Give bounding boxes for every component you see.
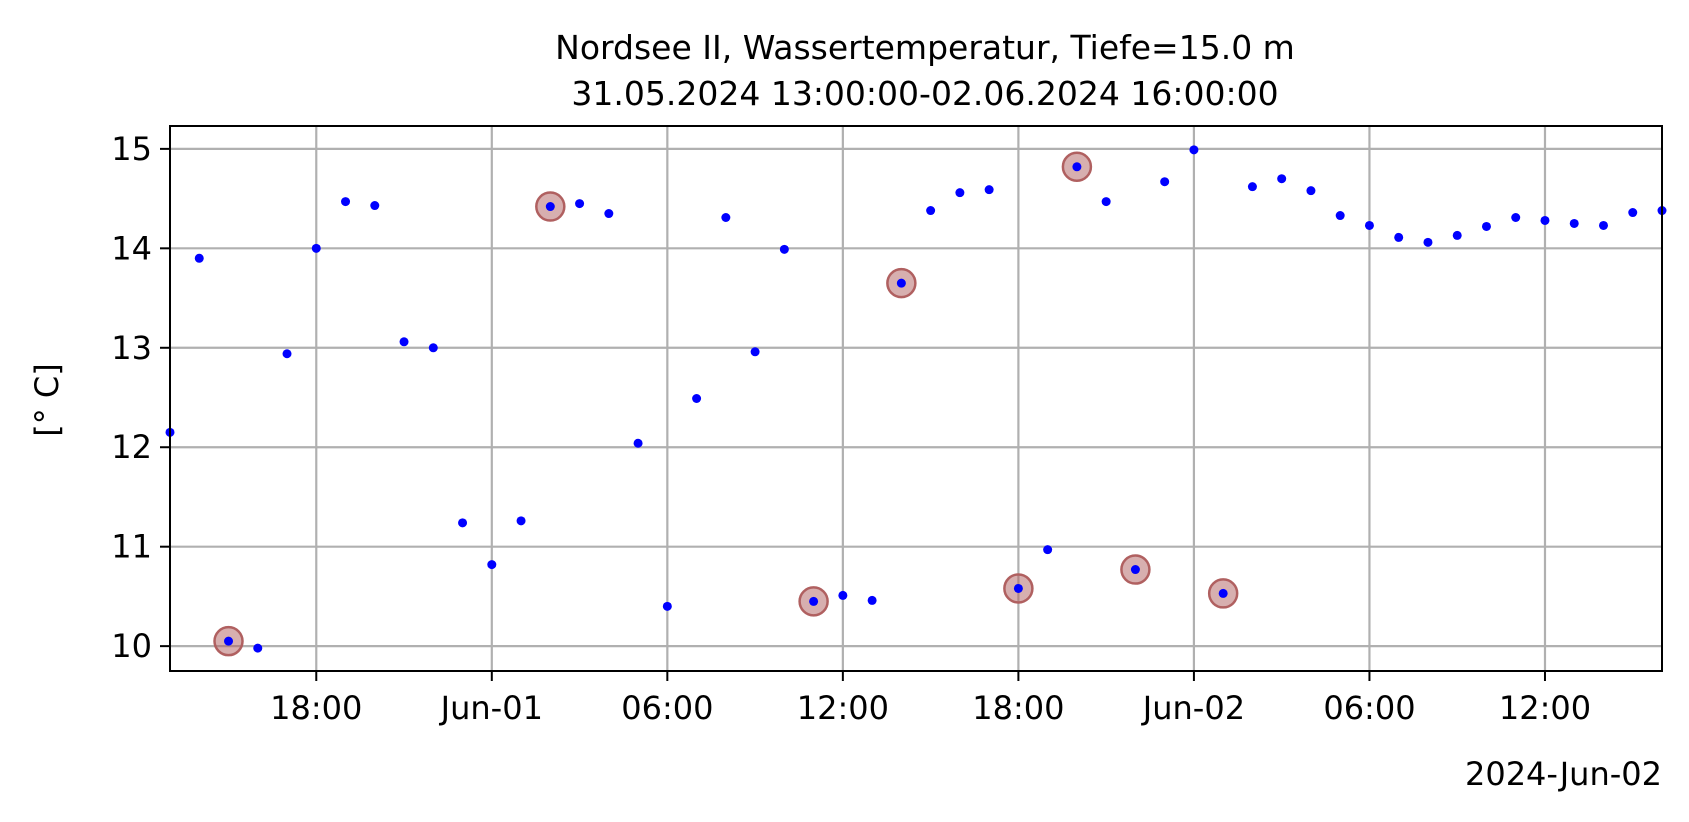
y-axis-label: [° C] xyxy=(28,363,66,436)
data-point xyxy=(1569,218,1579,228)
data-point xyxy=(779,244,789,254)
data-point xyxy=(1423,237,1433,247)
data-point xyxy=(809,596,819,606)
data-point xyxy=(1072,162,1082,172)
data-point xyxy=(662,601,672,611)
data-point xyxy=(1628,208,1638,218)
data-point xyxy=(1364,220,1374,230)
data-point xyxy=(926,206,936,216)
data-point xyxy=(1218,588,1228,598)
x-axis-ticks: 18:00 Jun-01 06:00 12:00 18:00 Jun-02 06:00 12:… xyxy=(270,671,1591,727)
x-tick-label: 18:00 xyxy=(270,689,362,727)
data-point xyxy=(955,188,965,198)
chart-subtitle: 31.05.2024 13:00:00-02.06.2024 16:00:00 xyxy=(571,74,1278,113)
data-point xyxy=(1130,565,1140,575)
grid-lines xyxy=(170,126,1662,671)
data-point xyxy=(1043,545,1053,555)
data-point xyxy=(545,202,555,212)
x-tick-label: Jun-02 xyxy=(1141,689,1245,727)
data-point xyxy=(1160,177,1170,187)
data-point xyxy=(399,337,409,347)
data-point xyxy=(224,636,234,646)
data-point xyxy=(1247,182,1257,192)
data-point xyxy=(896,278,906,288)
data-point xyxy=(1452,230,1462,240)
data-point xyxy=(194,253,204,263)
y-tick-label: 12 xyxy=(111,428,152,466)
x-tick-label: Jun-01 xyxy=(439,689,543,727)
y-axis-ticks: 10 11 12 13 14 15 xyxy=(111,130,170,665)
x-axis-offset-label: 2024-Jun-02 xyxy=(1465,755,1662,793)
x-tick-label: 06:00 xyxy=(621,689,713,727)
data-point xyxy=(1277,174,1287,184)
data-point xyxy=(633,438,643,448)
data-point xyxy=(1013,583,1023,593)
data-point xyxy=(692,394,702,403)
plot-frame xyxy=(169,125,1663,672)
x-tick-label: 06:00 xyxy=(1323,689,1415,727)
data-point xyxy=(838,590,848,600)
data-point xyxy=(750,347,760,357)
data-point xyxy=(1481,221,1491,231)
y-tick-label: 13 xyxy=(111,329,152,367)
data-point xyxy=(575,199,585,209)
data-point xyxy=(1540,215,1550,225)
chart-title: Nordsee II, Wassertemperatur, Tiefe=15.0… xyxy=(555,28,1295,67)
y-tick-label: 11 xyxy=(111,528,152,566)
data-point xyxy=(1394,232,1404,242)
data-point xyxy=(253,643,263,653)
data-point xyxy=(282,349,292,359)
y-tick-label: 10 xyxy=(111,627,152,665)
data-point xyxy=(984,185,994,195)
data-point xyxy=(1511,212,1521,222)
y-tick-label: 15 xyxy=(111,130,152,168)
data-point xyxy=(1335,211,1345,221)
data-point xyxy=(370,201,380,211)
data-point xyxy=(721,212,731,222)
data-point xyxy=(311,243,321,253)
data-point xyxy=(604,209,614,219)
data-point xyxy=(458,518,468,528)
data-point xyxy=(1598,220,1608,230)
x-tick-label: 18:00 xyxy=(972,689,1064,727)
x-tick-label: 12:00 xyxy=(1499,689,1591,727)
data-point xyxy=(341,197,351,207)
x-tick-label: 12:00 xyxy=(797,689,889,727)
data-point xyxy=(1306,186,1316,196)
y-tick-label: 14 xyxy=(111,229,152,267)
data-point xyxy=(516,516,526,526)
data-point xyxy=(487,560,497,570)
data-point xyxy=(1189,145,1199,155)
data-point xyxy=(428,343,438,353)
data-points xyxy=(165,145,1667,657)
data-point xyxy=(867,595,877,605)
data-point xyxy=(1101,197,1111,207)
